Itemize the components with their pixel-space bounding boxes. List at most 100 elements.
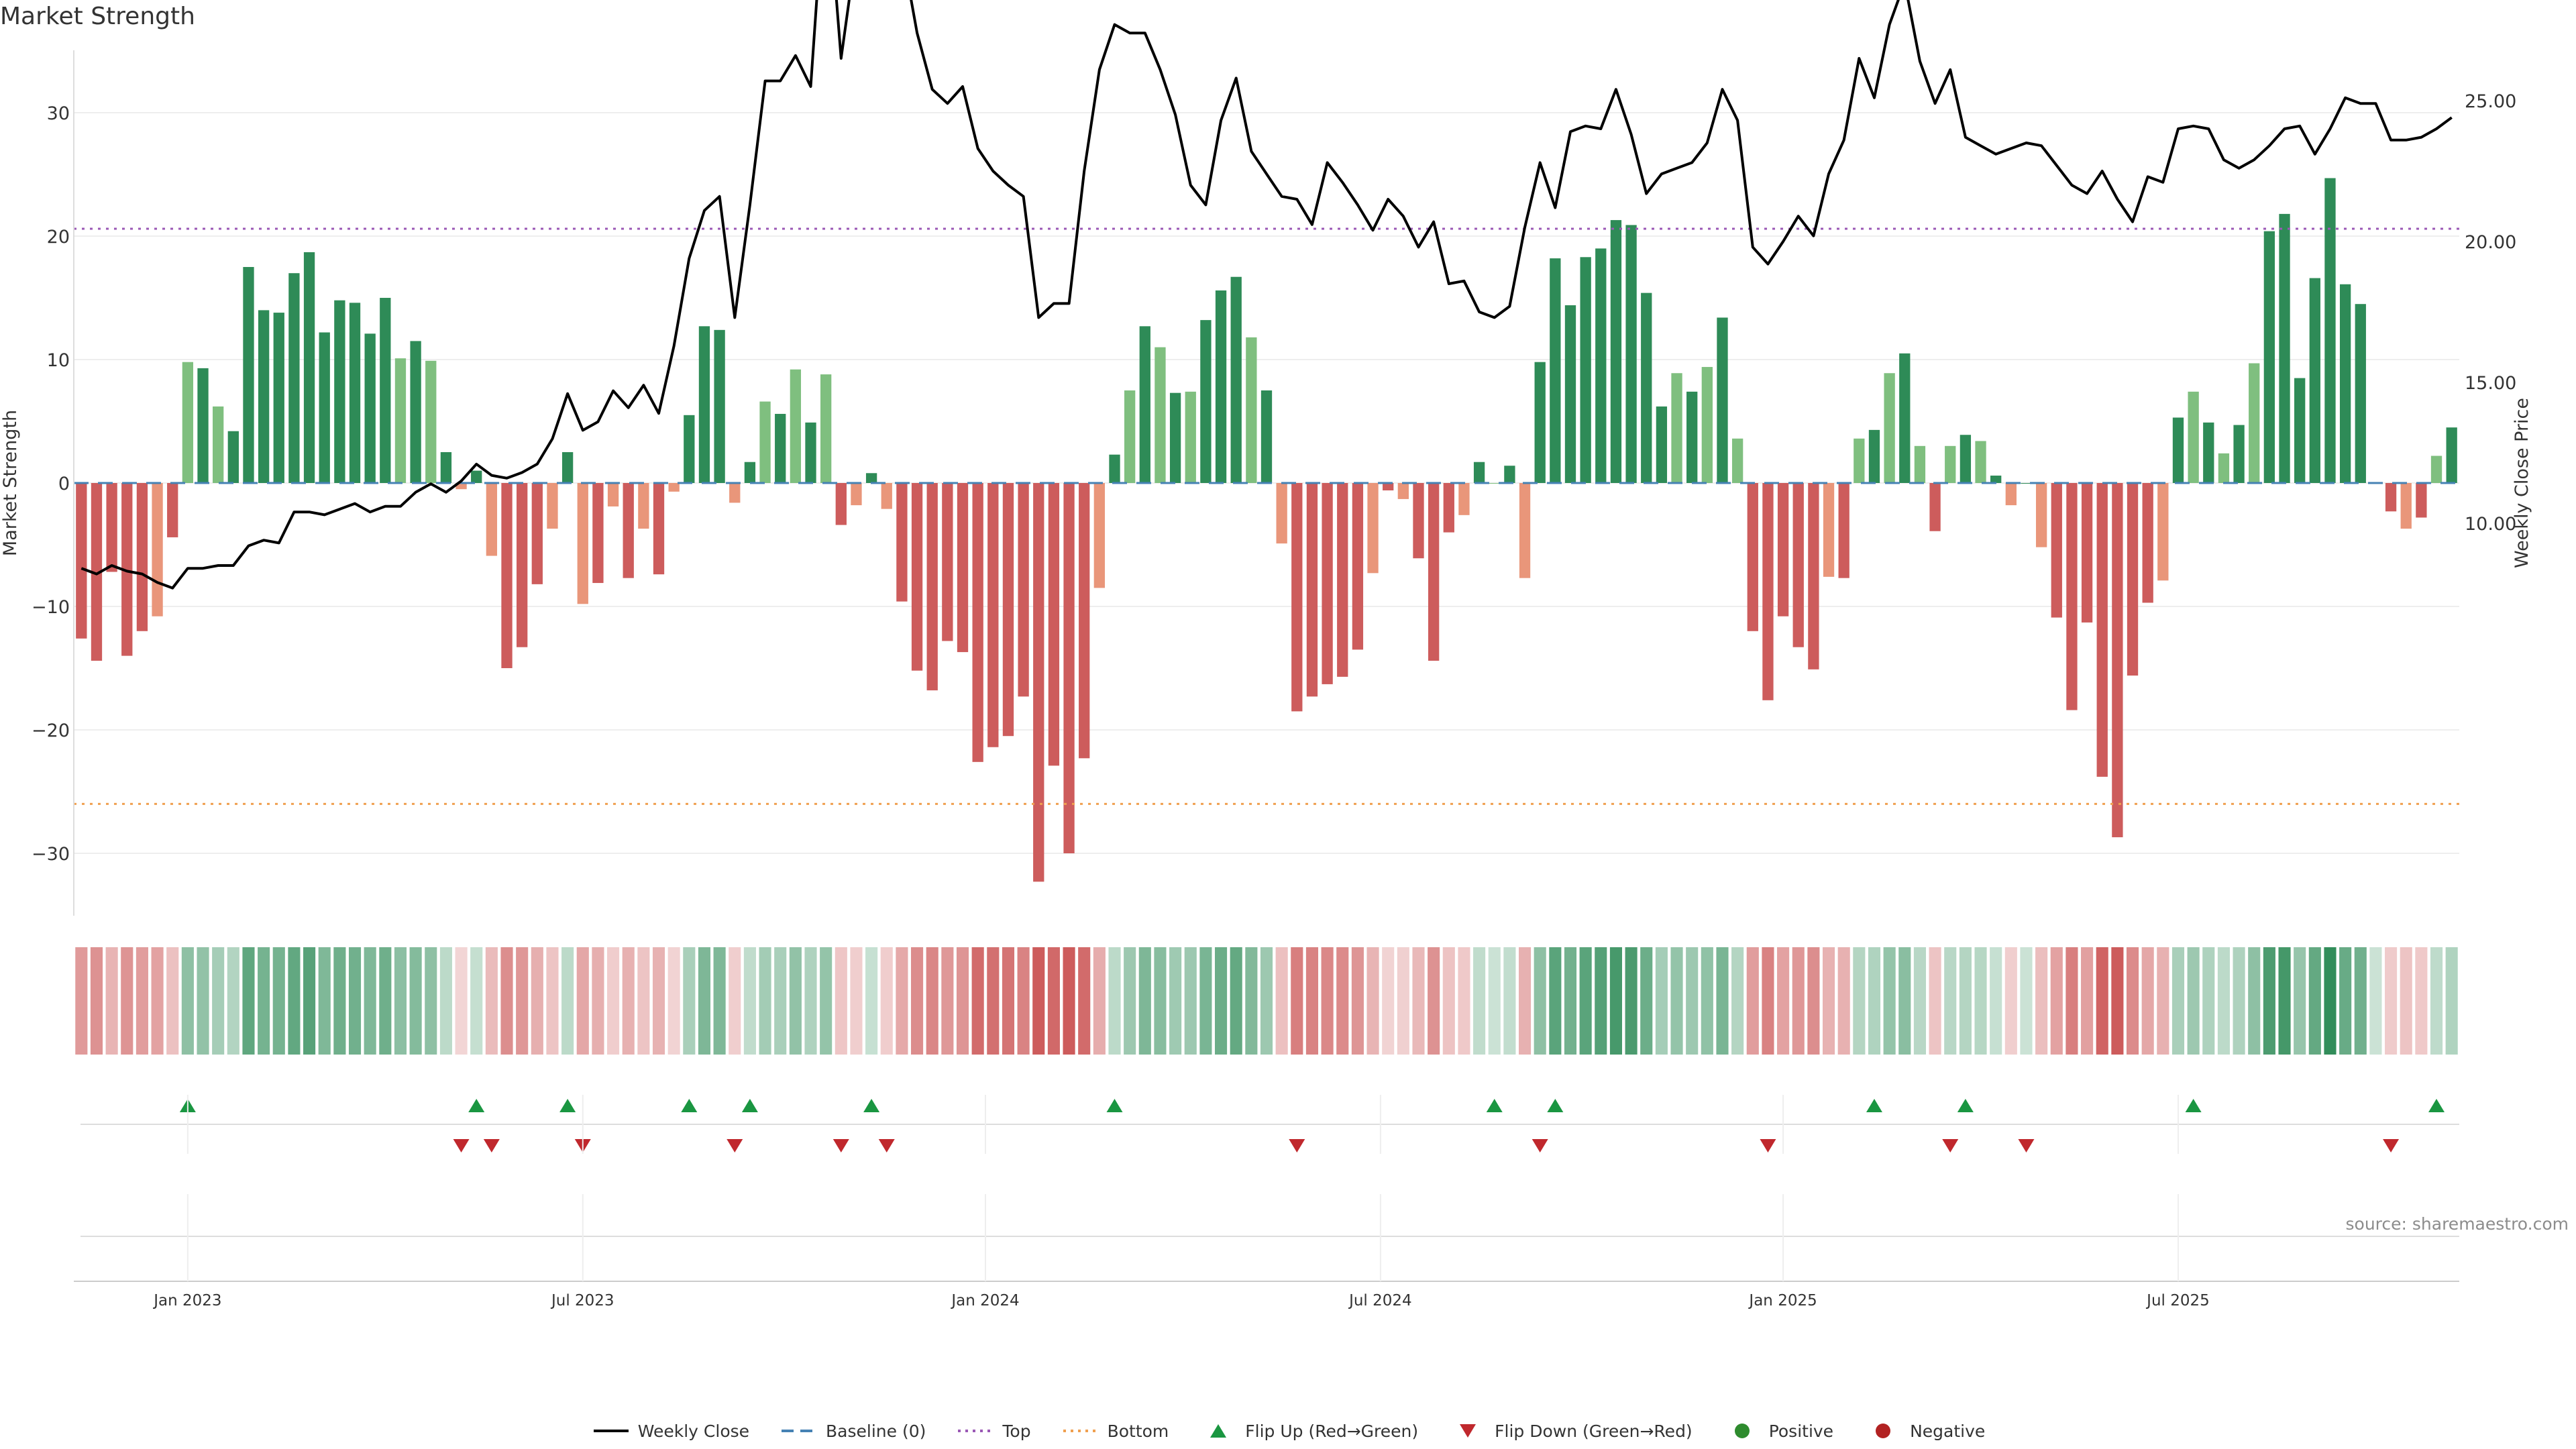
strip-cell (2096, 947, 2108, 1055)
axes-layer: −30−20−10010203010.0015.0020.0025.0030.0… (32, 50, 2516, 916)
strip-cell (151, 947, 164, 1055)
legend-item: Negative (1863, 1421, 1985, 1441)
strength-bar (2400, 483, 2412, 529)
strength-bar (273, 313, 284, 483)
y-tick-label: −30 (32, 844, 70, 865)
strip-cell (2278, 947, 2291, 1055)
strip-cell (105, 947, 118, 1055)
strip-cell (865, 947, 878, 1055)
strip-cell (2126, 947, 2139, 1055)
strength-bar (957, 483, 969, 653)
strength-bar (1777, 483, 1789, 616)
strip-cell (2157, 947, 2169, 1055)
strip-cell (2294, 947, 2306, 1055)
strength-bar (410, 341, 421, 483)
strength-bar (455, 483, 467, 490)
strip-cell (2141, 947, 2154, 1055)
strength-bar (911, 483, 923, 671)
strength-bar (1656, 406, 1668, 483)
strip-cell (941, 947, 954, 1055)
strip-cell (1214, 947, 1228, 1055)
strip-cell (409, 947, 422, 1055)
strip-cell (1579, 947, 1592, 1055)
strip-cell (272, 947, 285, 1055)
legend-label: Baseline (0) (826, 1421, 926, 1441)
strip-cell (2354, 947, 2367, 1055)
strip-cell (1336, 947, 1349, 1055)
strength-bar (2081, 483, 2093, 623)
strip-cell (971, 947, 984, 1055)
strip-cell (607, 947, 620, 1055)
strength-bar (2324, 178, 2336, 483)
strength-bar (380, 298, 391, 483)
strip-cell (1640, 947, 1653, 1055)
strip-cell (1245, 947, 1258, 1055)
strip-cell (242, 947, 255, 1055)
strength-bar (926, 483, 938, 691)
legend-label: Flip Down (Green→Red) (1495, 1421, 1693, 1441)
strength-bar (1230, 276, 1242, 483)
dot-orange-icon (1061, 1421, 1101, 1441)
strength-bar (1124, 390, 1136, 483)
strip-cell (2339, 947, 2352, 1055)
strength-bar (638, 483, 649, 529)
strip-cell (1382, 947, 1395, 1055)
strength-bar (2142, 483, 2153, 603)
line-black-icon (591, 1421, 631, 1441)
strength-bar (881, 483, 892, 509)
strip-cell (1093, 947, 1106, 1055)
strip-cell (2430, 947, 2443, 1055)
page-title: Market Strength (0, 3, 195, 30)
strength-bar (1322, 483, 1333, 684)
strip-cell (1929, 947, 1941, 1055)
flip-down-marker (2383, 1139, 2400, 1152)
strip-cell (1686, 947, 1699, 1055)
strength-bar (319, 332, 330, 483)
strength-bar (394, 358, 407, 483)
strength-bar (547, 483, 558, 529)
strip-cell (1321, 947, 1334, 1055)
legend-item: Positive (1722, 1421, 1833, 1441)
strip-cell (1534, 947, 1546, 1055)
strength-bar (2279, 213, 2290, 483)
strip-cell (2400, 947, 2412, 1055)
legend-item: Top (955, 1421, 1031, 1441)
strength-bar (1960, 435, 1972, 483)
strip-cell (1898, 947, 1911, 1055)
strip-cell (1366, 947, 1379, 1055)
strength-bar (1139, 326, 1150, 483)
strength-bar (1945, 445, 1956, 483)
legend-label: Top (1002, 1421, 1031, 1441)
flip-up-marker (1547, 1099, 1564, 1112)
x-tick-label: Jan 2023 (152, 1292, 221, 1309)
strength-bar (1534, 362, 1546, 483)
strip-cell (1807, 947, 1820, 1055)
strength-bar (698, 326, 710, 483)
strip-cell (1291, 947, 1303, 1055)
source-note: source: sharemaestro.com (2345, 1214, 2569, 1234)
strength-bar (1580, 257, 1591, 483)
level-lines (74, 227, 2459, 805)
strip-cell (136, 947, 148, 1055)
y2-tick-label: 20.00 (2465, 232, 2516, 253)
strength-bar (213, 406, 224, 483)
strength-bar (1929, 483, 1941, 531)
strength-bar (121, 483, 133, 656)
strip-cell (1305, 947, 1319, 1055)
strip-cell (774, 947, 787, 1055)
strip-cell (348, 947, 362, 1055)
strip-cell (1169, 947, 1182, 1055)
strip-cell (318, 947, 331, 1055)
strength-bar (1823, 483, 1835, 577)
legend-label: Weekly Close (637, 1421, 750, 1441)
strip-cell (804, 947, 817, 1055)
strip-cell (333, 947, 346, 1055)
strip-cell (485, 947, 498, 1055)
strength-bar (1093, 483, 1106, 588)
strip-cell (2171, 947, 2185, 1055)
strip-cell (910, 947, 924, 1055)
flip-up-marker (863, 1099, 880, 1112)
strength-bar (1246, 337, 1257, 483)
strip-cell (1549, 947, 1562, 1055)
